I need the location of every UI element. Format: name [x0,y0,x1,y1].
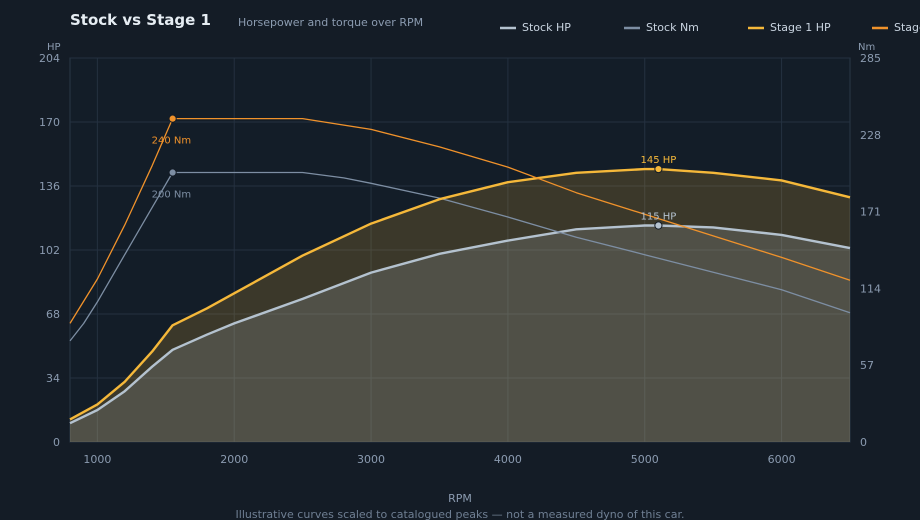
peak-markers: 240 Nm 200 Nm 145 HP 115 HP [152,114,677,230]
stage-1-hp-area [70,169,850,442]
y-left-tick-label: 0 [53,436,60,449]
stock-nm-line [69,171,851,342]
legend-label: Stock Nm [646,21,699,34]
series-lines [69,117,851,425]
peak-marker [654,221,663,230]
peak-marker [654,164,663,174]
y-right-tick-label: 114 [860,282,881,295]
x-tick-label: 2000 [220,453,248,466]
x-axis-title: RPM [448,492,472,505]
y-left-tick-label: 136 [39,180,60,193]
stage-1-hp-line [69,167,851,421]
y-left-tick-label: 68 [46,308,60,321]
x-tick-label: 4000 [494,453,522,466]
y-right-tick-label: 171 [860,206,881,219]
y-left-tick-label: 34 [46,372,60,385]
legend: Stock HP Stock Nm Stage 1 HP Stage 1 Nm [500,21,920,34]
y-left-tick-label: 170 [39,116,60,129]
chart-subtitle: Horsepower and torque over RPM [238,16,423,29]
peak-marker [168,168,177,177]
y-right-unit: Nm [858,42,875,53]
grid [70,57,850,443]
y-left-tick-label: 204 [39,52,60,65]
x-tick-label: 3000 [357,453,385,466]
peak-annotation: 200 Nm [152,190,192,201]
y-right-tick-label: 0 [860,436,867,449]
stock-hp-area [70,225,850,442]
y-left-unit: HP [47,42,61,53]
y-right-tick-label: 57 [860,359,874,372]
stage-1-nm-line [69,117,851,324]
peak-marker [168,114,177,123]
x-tick-label: 1000 [83,453,111,466]
y-right-tick-label: 228 [860,129,881,142]
series-fills [70,169,850,442]
peak-annotation: 145 HP [641,155,677,166]
axes: 1000 2000 3000 4000 5000 6000 0 34 68 102 136 170 20… [39,52,881,466]
y-right-tick-label: 285 [860,52,881,65]
x-tick-label: 5000 [631,453,659,466]
stock-hp-line [69,224,851,425]
legend-label: Stage 1 Nm [894,21,920,34]
chart-title: Stock vs Stage 1 [70,11,211,29]
y-left-tick-label: 102 [39,244,60,257]
peak-annotation: 115 HP [641,212,677,223]
footnote: Illustrative curves scaled to catalogued… [236,508,685,520]
legend-label: Stock HP [522,21,571,34]
legend-label: Stage 1 HP [770,21,831,34]
x-tick-label: 6000 [768,453,796,466]
peak-annotation: 240 Nm [152,136,192,147]
